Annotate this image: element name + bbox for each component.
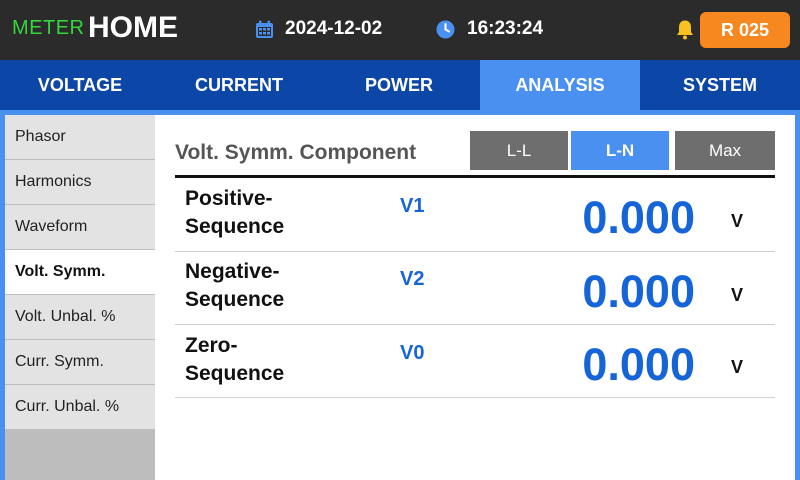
bell-icon[interactable]: [675, 19, 695, 40]
sidebar-item-waveform[interactable]: Waveform: [5, 205, 155, 249]
section-title: Volt. Symm. Component: [175, 141, 417, 164]
sidebar-item-phasor[interactable]: Phasor: [5, 115, 155, 159]
date-display: 2024-12-02: [285, 18, 383, 39]
positive-sequence-label: Positive- Sequence: [185, 185, 284, 241]
sidebar-item-curr-symm[interactable]: Curr. Symm.: [5, 340, 155, 384]
positive-sequence-value: 0.000: [582, 192, 695, 243]
row-divider: [175, 397, 775, 398]
brand-meter-label: METER: [12, 17, 85, 39]
title-divider: [175, 175, 775, 178]
label-line: Negative-: [185, 260, 280, 283]
zero-sequence-value: 0.000: [582, 339, 695, 390]
tab-analysis[interactable]: ANALYSIS: [480, 60, 640, 110]
positive-sequence-unit: V: [731, 211, 744, 231]
sidebar-item-curr-unbal[interactable]: Curr. Unbal. %: [5, 385, 155, 429]
label-line: Sequence: [185, 215, 285, 238]
row-divider: [175, 251, 775, 252]
tab-voltage[interactable]: VOLTAGE: [37, 74, 123, 95]
negative-sequence-symbol: V2: [400, 268, 425, 290]
tab-power[interactable]: POWER: [364, 74, 433, 95]
sidebar-item-volt-unbal[interactable]: Volt. Unbal. %: [5, 295, 155, 339]
negative-sequence-label: Negative- Sequence: [185, 258, 284, 314]
mode-ll-button[interactable]: L-L: [470, 131, 568, 170]
page-title: HOME: [88, 11, 178, 44]
label-line: Sequence: [185, 362, 285, 385]
negative-sequence-unit: V: [731, 285, 744, 305]
header-bar: METER HOME 2024-12-02 16:23:24 R 025: [0, 0, 800, 60]
calendar-icon: [256, 20, 273, 38]
positive-sequence-symbol: V1: [400, 195, 425, 217]
tab-system[interactable]: SYSTEM: [682, 74, 757, 95]
clock-icon: [436, 20, 455, 39]
label-line: Positive-: [185, 187, 273, 210]
sidebar-item-volt-symm[interactable]: Volt. Symm.: [5, 250, 155, 294]
zero-sequence-symbol: V0: [400, 342, 425, 364]
mode-max-button[interactable]: Max: [675, 131, 775, 170]
mode-ln-button[interactable]: L-N: [571, 131, 669, 170]
label-line: Zero-: [185, 334, 238, 357]
zero-sequence-unit: V: [731, 357, 744, 377]
relay-status-badge[interactable]: R 025: [700, 12, 790, 48]
main-tab-bar: VOLTAGE CURRENT POWER ANALYSIS SYSTEM: [0, 60, 800, 110]
row-divider: [175, 324, 775, 325]
tab-current[interactable]: CURRENT: [195, 74, 283, 95]
analysis-sidebar: Phasor Harmonics Waveform Volt. Symm. Vo…: [5, 115, 155, 480]
sidebar-item-harmonics[interactable]: Harmonics: [5, 160, 155, 204]
zero-sequence-label: Zero- Sequence: [185, 332, 284, 388]
negative-sequence-value: 0.000: [582, 266, 695, 317]
label-line: Sequence: [185, 288, 285, 311]
time-display: 16:23:24: [467, 18, 544, 39]
